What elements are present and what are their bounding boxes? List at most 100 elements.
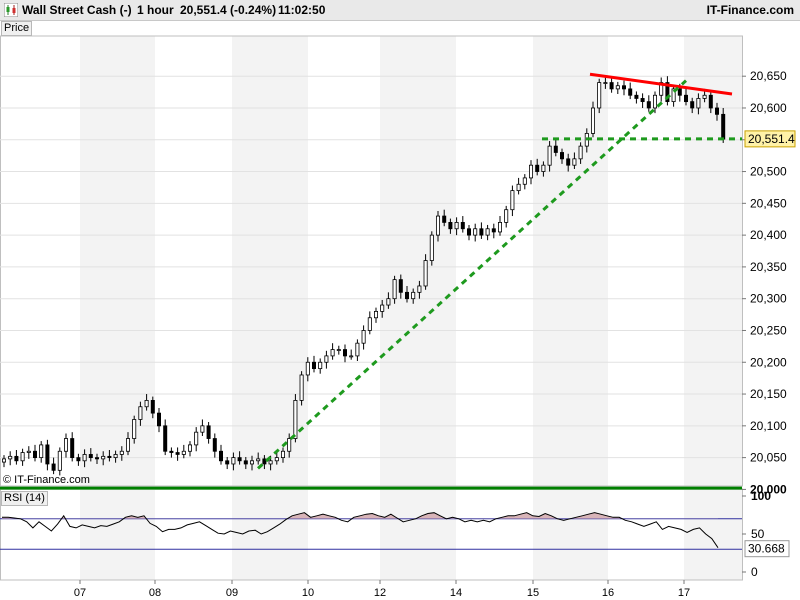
candle-body [200, 425, 205, 433]
chart-header: Wall Street Cash (-) 1 hour 20,551.4 (-0… [0, 0, 800, 21]
candlestick [231, 452, 236, 471]
price-tick-label: 20,650 [750, 69, 787, 83]
candle-body [429, 234, 434, 261]
day-band [684, 489, 742, 580]
candlestick [324, 350, 329, 369]
candle-body [671, 88, 676, 103]
candle-body [2, 458, 7, 463]
candlestick [39, 441, 44, 463]
resistance-trendline [589, 72, 733, 96]
candlestick [380, 299, 385, 318]
rsi-pane-label: RSI (14) [1, 491, 48, 506]
price-tick-label: 20,300 [750, 292, 787, 306]
candle-body [566, 158, 571, 166]
candlestick [113, 450, 118, 463]
candle-body [578, 145, 583, 160]
candlestick [330, 343, 335, 360]
candle-body [169, 450, 174, 453]
candle-body [491, 228, 496, 233]
candle-body [318, 361, 323, 370]
candlestick [26, 446, 31, 459]
candle-body [88, 454, 93, 459]
candle-body [330, 349, 335, 357]
candle-body [82, 454, 87, 462]
price-tick-label: 20,500 [750, 165, 787, 179]
candle-body [510, 190, 515, 211]
candle-body [144, 400, 149, 408]
rsi-overbought-fill [2, 512, 623, 519]
candlestick [20, 448, 25, 466]
price-pane-frame [0, 35, 743, 487]
candle-body [516, 183, 521, 192]
candlestick [107, 449, 112, 462]
candle-body [591, 107, 596, 134]
chart-canvas[interactable]: 20,000 20,050 20,100 20,150 20,200 20,250 20,3… [0, 20, 800, 600]
day-band [684, 36, 742, 486]
candle-body [702, 94, 707, 99]
x-tick-label: 07 [74, 587, 86, 599]
candle-body [237, 457, 242, 462]
candle-body [101, 455, 106, 460]
candle-body [708, 94, 713, 109]
last-price-tag [744, 130, 796, 148]
candlestick [572, 152, 577, 170]
candle-body [392, 279, 397, 300]
candle-body [460, 222, 465, 230]
candlestick [8, 451, 13, 466]
candlestick [566, 153, 571, 172]
candle-body [163, 425, 168, 452]
candle-body [342, 349, 347, 357]
candlestick [126, 432, 131, 456]
candlestick [603, 77, 608, 89]
candlestick [435, 210, 440, 242]
candlestick [187, 441, 192, 457]
rsi-tick-label: 0 [751, 565, 758, 579]
candlestick [615, 81, 620, 94]
candlestick [95, 453, 100, 464]
price-tick-label: 20,100 [750, 419, 787, 433]
candlestick [715, 102, 720, 121]
candlestick [510, 185, 515, 217]
candlestick [200, 419, 205, 437]
day-band [380, 36, 456, 486]
candlestick [541, 161, 546, 177]
candlestick [628, 82, 633, 100]
instrument-title: Wall Street Cash (-) [22, 3, 132, 17]
candle-body [212, 438, 217, 452]
candle-body [336, 349, 341, 351]
candle-body [57, 450, 62, 471]
candlestick [138, 401, 143, 426]
price-tick-label: 20,000 [750, 482, 787, 496]
candlestick [442, 209, 447, 227]
candle-body [181, 450, 186, 455]
candle-body [696, 98, 701, 109]
candlestick [454, 217, 459, 236]
candle-body [45, 444, 50, 465]
candlestick [609, 76, 614, 93]
candle-body [293, 400, 298, 439]
rsi-tick-label: 100 [751, 489, 771, 503]
candlestick [622, 80, 627, 96]
candlestick [206, 422, 211, 444]
x-tick-label: 08 [149, 587, 161, 599]
x-tick-label: 09 [226, 587, 238, 599]
candlestick [373, 307, 378, 323]
day-band [80, 36, 155, 486]
candlestick [560, 148, 565, 164]
candlestick [318, 358, 323, 374]
candlestick [262, 455, 267, 470]
candle-body [454, 222, 459, 230]
candle-body [659, 82, 664, 96]
candle-body [423, 260, 428, 287]
candlestick [150, 396, 155, 419]
candlestick [45, 439, 50, 471]
candle-body [628, 88, 633, 96]
candlestick [553, 139, 558, 157]
candlestick [497, 216, 502, 236]
x-tick-label: 15 [527, 587, 539, 599]
candle-body [175, 452, 180, 455]
candlestick [156, 408, 161, 433]
day-band [232, 489, 308, 580]
candle-body [138, 406, 143, 420]
candlestick [665, 76, 670, 106]
